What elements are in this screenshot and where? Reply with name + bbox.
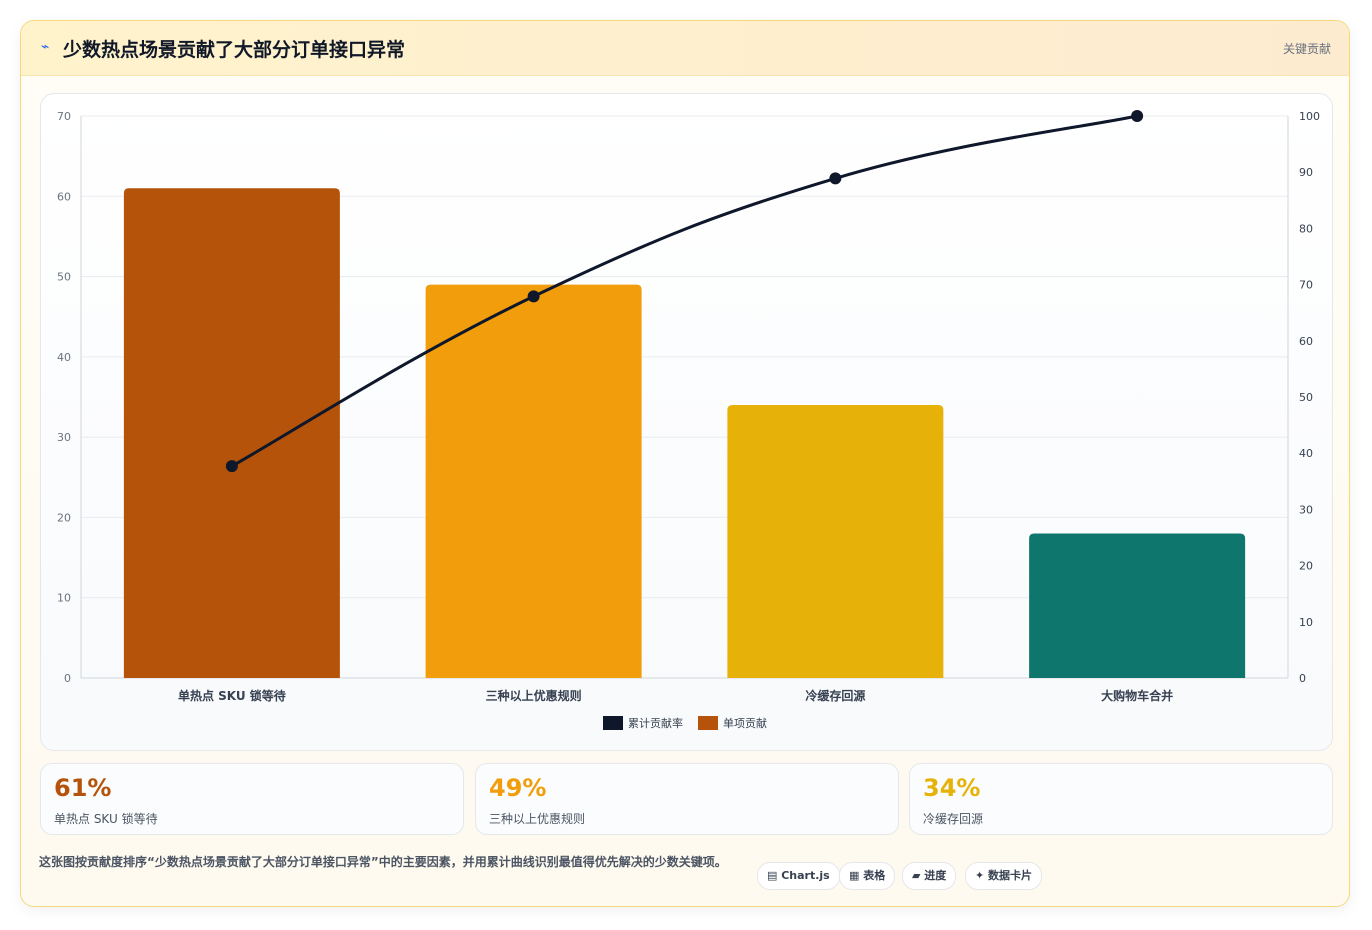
card-header: ⌁ 少数热点场景贡献了大部分订单接口异常 关键贡献 (21, 21, 1349, 76)
header-tag: 关键贡献 (1282, 42, 1331, 56)
bar (425, 284, 642, 678)
kpi-card: 61% 单热点 SKU 锁等待 (40, 763, 464, 835)
chart-panel: 0 10 20 30 40 50 60 70 0 10 20 30 40 50 60 70 80 90 100 单热点… (40, 93, 1333, 751)
y-right-tick-label: 60 (1299, 335, 1313, 348)
x-tick-label: 单热点 SKU 锁等待 (178, 688, 286, 703)
chip-table[interactable]: ▦ 表格 (839, 862, 896, 890)
page-title: 少数热点场景贡献了大部分订单接口异常 (63, 39, 406, 61)
kpi-label: 单热点 SKU 锁等待 (54, 812, 158, 826)
y-right-tick-label: 30 (1299, 503, 1313, 516)
x-tick-label: 冷缓存回源 (805, 688, 865, 703)
pareto-chart: 0 10 20 30 40 50 60 70 0 10 20 30 40 50 60 70 80 90 100 单热点… (57, 110, 1320, 730)
chart-card: ⌁ 少数热点场景贡献了大部分订单接口异常 关键贡献 0 10 20 30 40 50 60 7… (20, 20, 1350, 907)
spark-icon: ⌁ (41, 39, 50, 55)
bar (123, 188, 340, 678)
kpi-value: 49% (489, 774, 547, 802)
y-right-tick-label: 80 (1299, 222, 1313, 235)
y-left-tick-label: 0 (64, 672, 71, 685)
kpi-card: 34% 冷缓存回源 (909, 763, 1333, 835)
y-right-tick-label: 10 (1299, 616, 1313, 629)
x-tick-label: 三种以上优惠规则 (486, 688, 582, 703)
y-right-tick-label: 50 (1299, 391, 1313, 404)
kpi-value: 61% (54, 774, 112, 802)
cumulative-point (829, 172, 842, 185)
y-left-tick-label: 10 (57, 592, 71, 605)
y-right-tick-label: 90 (1299, 166, 1313, 179)
y-left-tick-label: 70 (57, 110, 71, 123)
chip-data-cards[interactable]: ✦ 数据卡片 (965, 862, 1043, 890)
y-left-tick-label: 40 (57, 351, 71, 364)
cumulative-point (225, 460, 238, 473)
legend-label: 单项贡献 (723, 716, 767, 730)
y-right-tick-label: 20 (1299, 560, 1313, 573)
y-right-tick-label: 70 (1299, 279, 1313, 292)
bar (727, 405, 944, 678)
y-left-tick-label: 20 (57, 511, 71, 524)
chip-progress[interactable]: ▰ 进度 (902, 862, 957, 890)
footer-note: 这张图按贡献度排序“少数热点场景贡献了大部分订单接口异常”中的主要因素，并用累计… (39, 855, 727, 869)
legend-label: 累计贡献率 (628, 716, 683, 730)
cumulative-point (527, 290, 540, 303)
y-left-tick-label: 60 (57, 190, 71, 203)
y-right-tick-label: 100 (1299, 110, 1320, 123)
y-right-tick-label: 40 (1299, 447, 1313, 460)
bar (1029, 533, 1246, 678)
chip-chartjs[interactable]: ▤ Chart.js (757, 862, 840, 890)
cumulative-point (1131, 110, 1144, 122)
kpi-label: 冷缓存回源 (923, 812, 984, 826)
y-left-tick-label: 30 (57, 431, 71, 444)
cumulative-line (231, 114, 1138, 468)
kpi-label: 三种以上优惠规则 (489, 812, 586, 826)
kpi-value: 34% (923, 774, 981, 802)
kpi-card: 49% 三种以上优惠规则 (475, 763, 899, 835)
legend-swatch (603, 716, 623, 730)
y-left-tick-label: 50 (57, 271, 71, 284)
legend-swatch (698, 716, 718, 730)
x-tick-label: 大购物车合并 (1101, 688, 1173, 703)
y-right-tick-label: 0 (1299, 672, 1306, 685)
